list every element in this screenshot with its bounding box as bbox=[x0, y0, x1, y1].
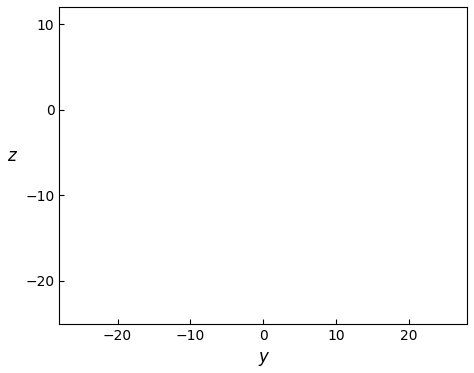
Y-axis label: z: z bbox=[7, 147, 16, 165]
X-axis label: y: y bbox=[258, 348, 268, 366]
